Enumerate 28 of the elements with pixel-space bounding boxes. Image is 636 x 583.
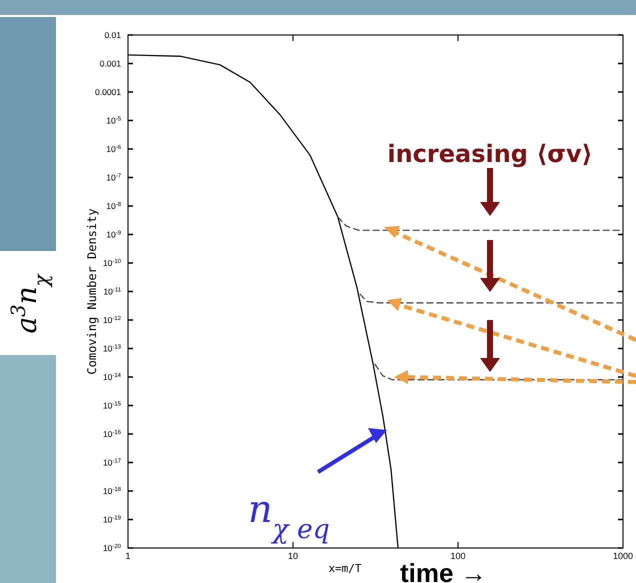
annotation: increasing ⟨σv⟩ <box>387 140 593 168</box>
y-tick-label: 10$^{-18}$ <box>102 486 122 496</box>
y-tick-label: 10$^{-15}$ <box>102 400 122 410</box>
y-tick-label: 10$^{-10}$ <box>102 258 122 268</box>
x-tick-label: 1000 <box>612 551 634 561</box>
y-tick-label: 10$^{-6}$ <box>106 144 122 154</box>
y-tick-label: 10$^{-20}$ <box>102 543 122 553</box>
y-tick-label: 0.0001 <box>95 87 122 97</box>
text: time → <box>400 558 487 583</box>
x-tick-label: 1 <box>125 551 131 561</box>
x-tick-label: 10 <box>288 551 298 561</box>
annotation: n$_{χ eq}$ <box>248 487 330 544</box>
y-tick-label: 10$^{-9}$ <box>106 230 122 240</box>
y-tick-label: 10$^{-11}$ <box>103 286 122 296</box>
y-tick-label: 10$^{-13}$ <box>102 344 122 354</box>
y-tick-label: 10$^{-5}$ <box>106 116 122 126</box>
y-tick-label: 10$^{-8}$ <box>106 201 122 211</box>
x-tick-label: 100 <box>450 551 466 561</box>
y-tick-label: 0.001 <box>100 58 122 68</box>
y-tick-label: 0.01 <box>104 30 122 40</box>
y-tick-label: 10$^{-16}$ <box>102 429 122 439</box>
y-tick-label: 10$^{-12}$ <box>102 315 121 325</box>
y-tick-label: 10$^{-14}$ <box>102 372 122 382</box>
y-axis-title: Comoving Number Density <box>85 208 99 375</box>
y-tick-label: 10$^{-17}$ <box>102 458 121 468</box>
x-axis-title: x=m/T <box>328 562 362 575</box>
y-tick-label: 10$^{-19}$ <box>102 514 122 524</box>
y-tick-label: 10$^{-7}$ <box>106 172 121 182</box>
